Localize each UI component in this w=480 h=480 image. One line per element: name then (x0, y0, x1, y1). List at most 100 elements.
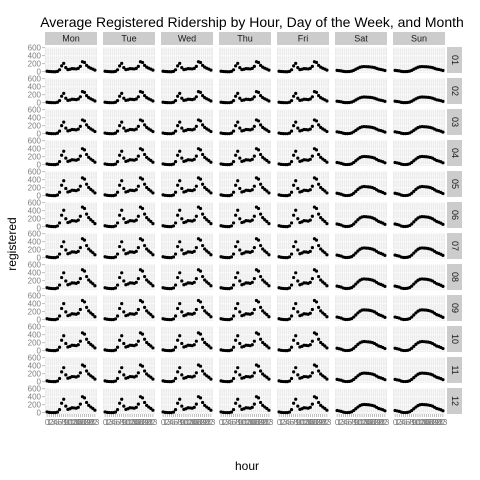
data-point (62, 91, 66, 95)
x-tick-label: 2 (107, 418, 112, 427)
data-point (192, 311, 196, 315)
data-point (238, 66, 242, 70)
data-point (294, 240, 298, 244)
data-point (325, 129, 329, 134)
data-point (261, 247, 265, 251)
data-point (91, 282, 95, 286)
data-point (173, 99, 178, 103)
facet-panel (161, 233, 213, 260)
data-point (76, 127, 80, 131)
data-point (120, 334, 124, 338)
data-point (64, 310, 68, 314)
data-point (171, 348, 176, 352)
data-point (198, 177, 203, 181)
y-tick-label: 200 (28, 215, 42, 224)
data-point (176, 401, 180, 405)
data-point (314, 269, 319, 273)
data-point (252, 95, 256, 99)
data-point (308, 405, 312, 409)
data-point (256, 177, 261, 181)
data-point (76, 249, 80, 253)
data-point (310, 371, 314, 375)
data-point (180, 156, 184, 160)
data-point (178, 179, 182, 183)
y-tick-label: 600 (28, 106, 42, 115)
data-point (60, 338, 64, 342)
data-point (259, 337, 263, 341)
facet-panel (219, 109, 271, 136)
row-strip-label: 02 (450, 86, 460, 96)
data-point (76, 97, 80, 101)
panel-background (161, 171, 213, 197)
row-strip (447, 78, 462, 104)
data-point (289, 68, 294, 72)
data-point (352, 284, 356, 288)
data-point (267, 408, 271, 412)
data-point (250, 66, 254, 70)
y-tick-label: 400 (28, 331, 42, 340)
facet-panel (103, 140, 155, 167)
data-point (207, 313, 211, 317)
data-point (441, 284, 445, 288)
panel-background (45, 264, 97, 290)
data-point (259, 94, 263, 98)
x-tick-label: 23 (90, 418, 99, 427)
panel-background (277, 140, 329, 166)
panel-background (335, 264, 387, 290)
y-tick-label: 0 (37, 316, 42, 325)
data-point (209, 346, 213, 350)
data-point (383, 284, 387, 288)
data-point (383, 161, 387, 165)
panel-background (161, 233, 213, 259)
panel-background (335, 171, 387, 197)
y-tick-label: 400 (28, 393, 42, 402)
facet-panel (277, 171, 329, 198)
panel-background (277, 388, 329, 414)
data-point (287, 162, 292, 166)
data-point (118, 94, 122, 98)
data-point (441, 222, 445, 226)
data-point (78, 214, 82, 218)
row-strip-label: 09 (450, 303, 460, 313)
data-point (308, 374, 312, 378)
data-point (412, 251, 416, 255)
x-tick-label: 8 (119, 418, 124, 427)
data-point (308, 218, 312, 222)
data-point (178, 120, 182, 124)
data-point (287, 193, 292, 197)
data-point (410, 315, 414, 319)
data-point (151, 408, 155, 412)
data-point (294, 208, 298, 212)
x-tick-label: 20 (84, 418, 93, 427)
facet-panel (103, 171, 155, 198)
facet-panel (103, 326, 155, 353)
data-point (178, 366, 182, 370)
data-point (201, 400, 205, 405)
data-point (267, 377, 271, 381)
data-point (314, 300, 319, 304)
data-point (55, 162, 60, 166)
data-point (180, 186, 184, 191)
data-point (120, 271, 124, 275)
panel-background (45, 357, 97, 383)
data-point (252, 154, 256, 158)
data-point (317, 274, 321, 279)
data-point (352, 377, 356, 381)
data-point (352, 346, 356, 350)
data-point (234, 94, 238, 98)
data-point (122, 248, 126, 252)
data-point (115, 99, 120, 103)
data-point (310, 277, 314, 281)
data-point (317, 182, 321, 186)
data-point (325, 284, 329, 288)
panel-background (219, 357, 271, 383)
data-point (176, 153, 180, 157)
data-point (198, 396, 203, 400)
column-strip-label: Tue (121, 34, 136, 44)
data-point (55, 193, 60, 197)
data-point (209, 68, 213, 72)
facet-panel (335, 47, 387, 74)
data-point (192, 66, 196, 70)
data-point (57, 314, 62, 318)
facet-panel (45, 388, 97, 415)
